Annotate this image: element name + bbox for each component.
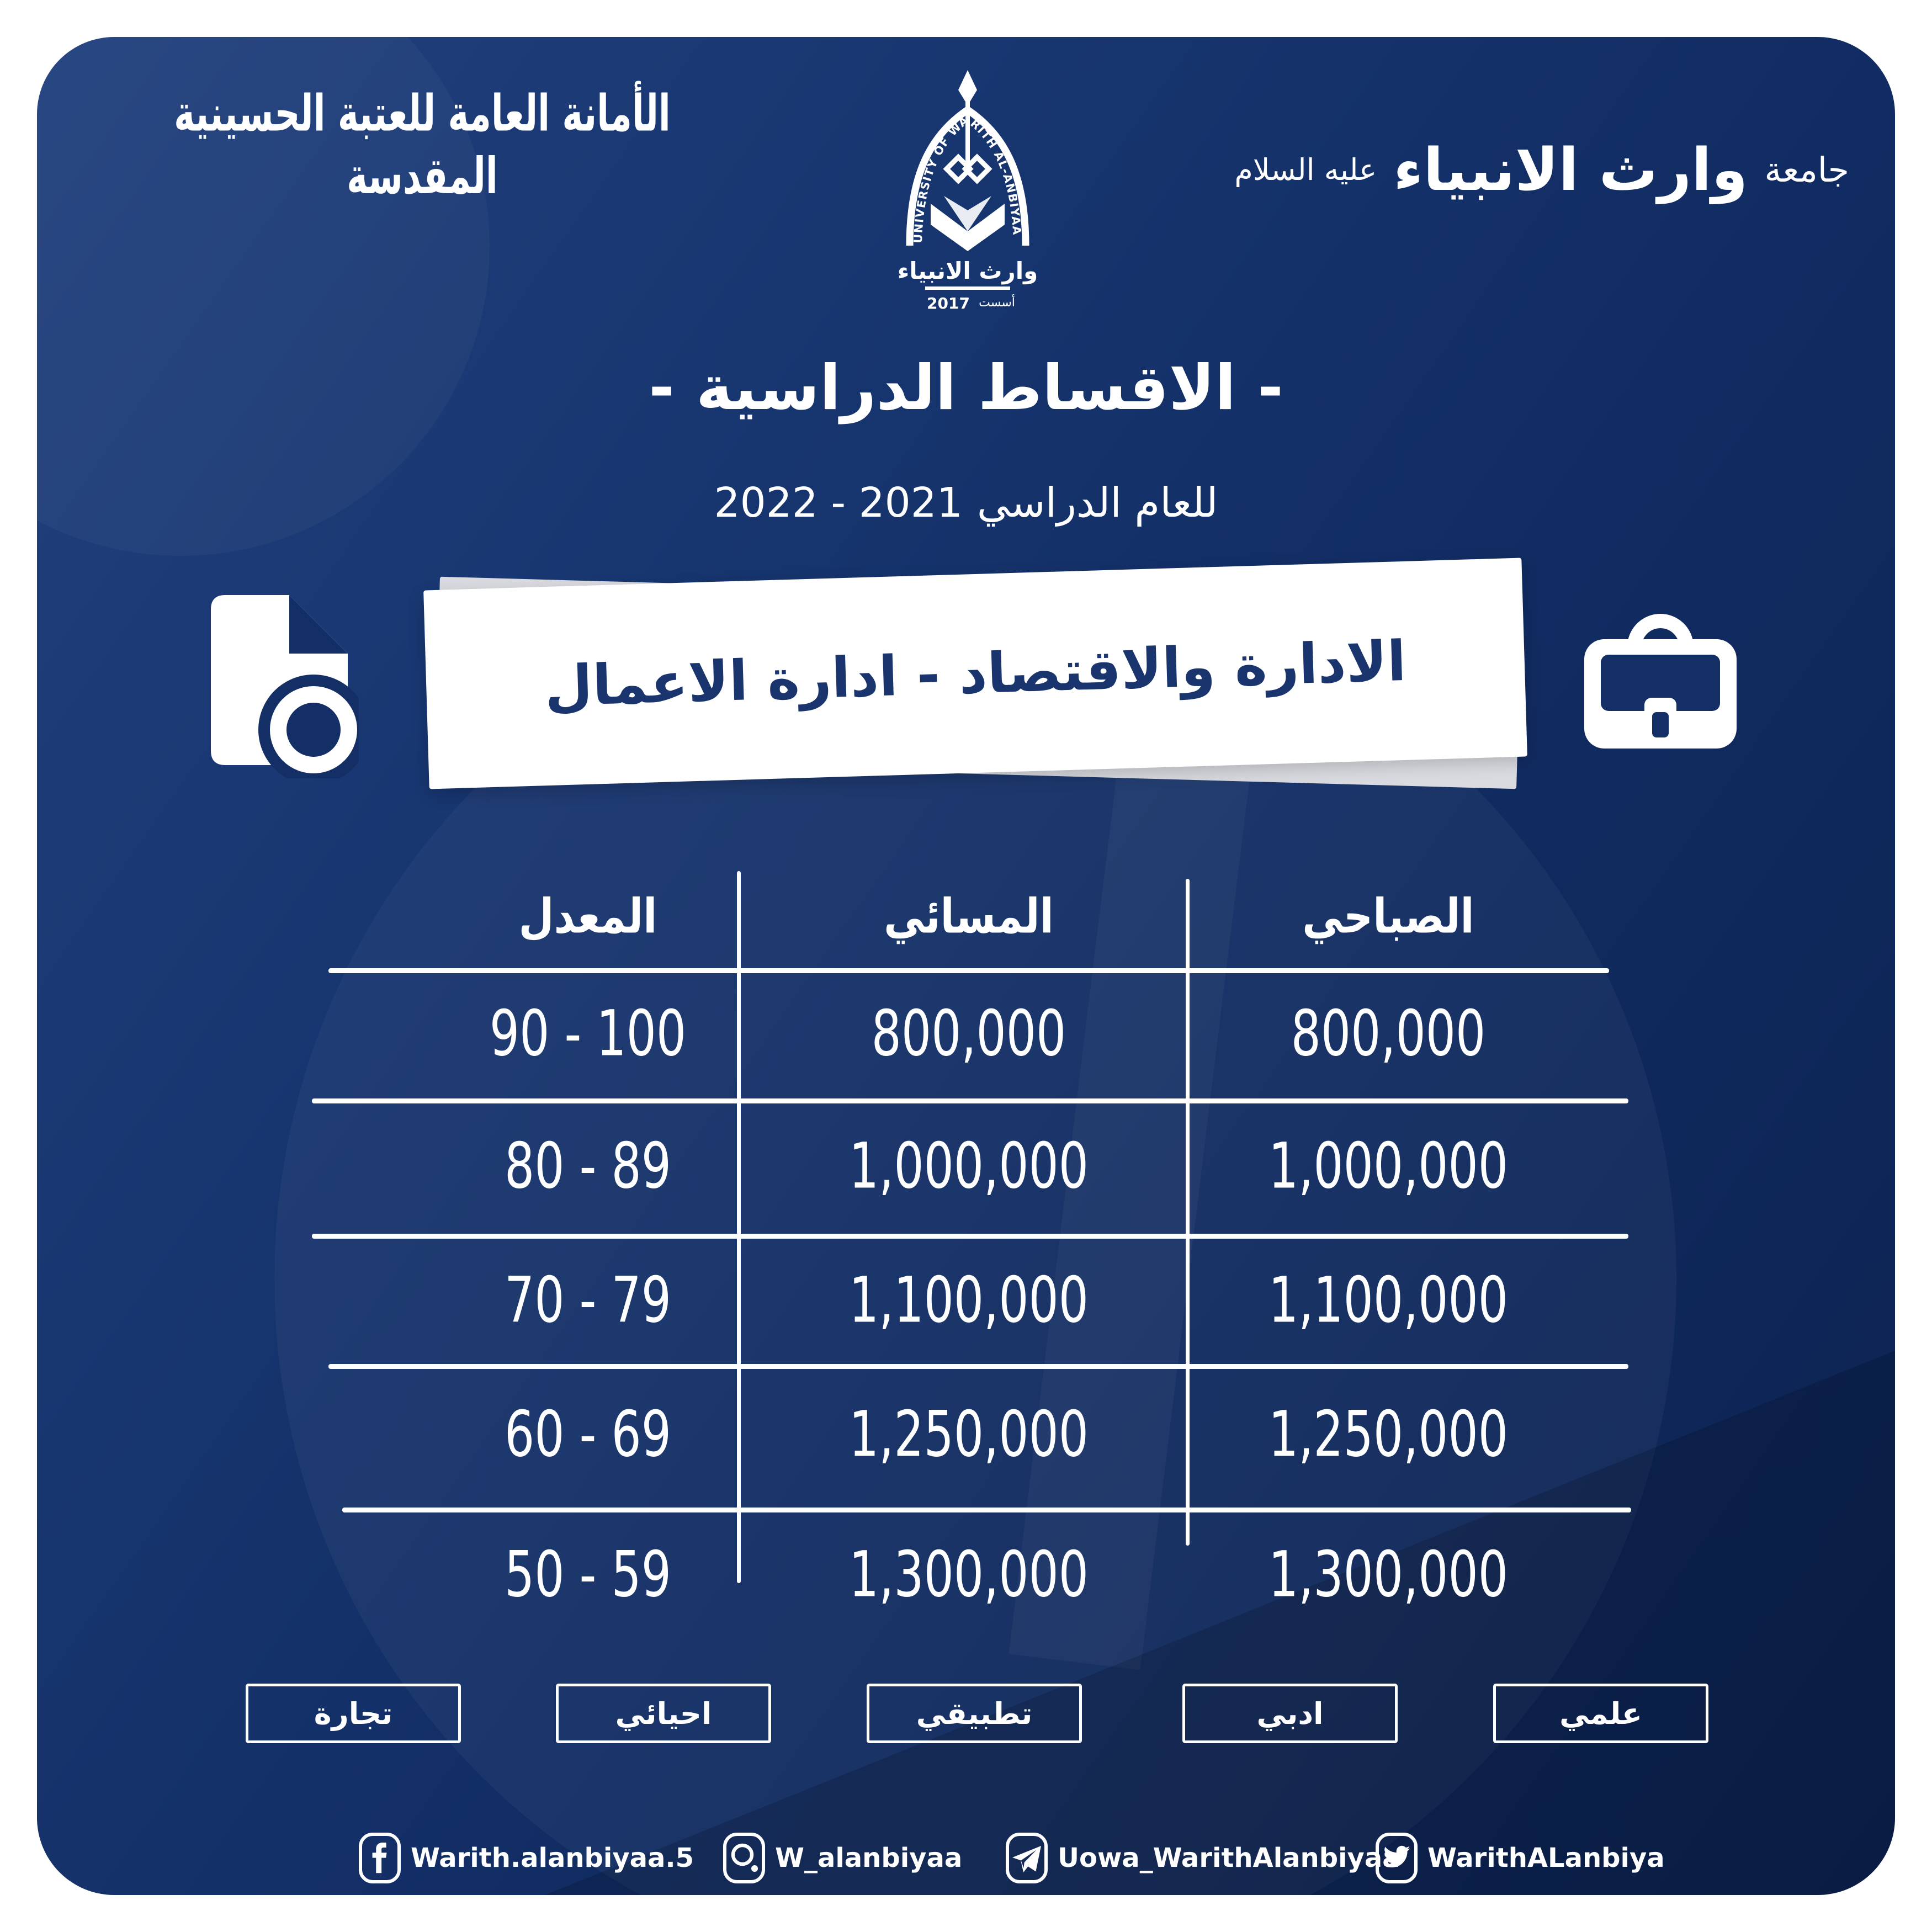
document-icon xyxy=(211,595,359,778)
university-name: جامعة وارث الانبياء عليه السلام xyxy=(1234,124,1849,215)
instagram-handle[interactable]: W_alanbiyaa xyxy=(775,1843,963,1873)
university-name-prefix: جامعة xyxy=(1764,150,1849,190)
facebook-icon[interactable] xyxy=(358,1832,402,1885)
briefcase-icon xyxy=(1584,614,1737,749)
stream-button-applied[interactable]: تطبيقي xyxy=(867,1684,1082,1743)
column-header-average: المعدل xyxy=(518,889,657,944)
university-name-suffix: عليه السلام xyxy=(1234,152,1377,187)
svg-text:أسست: أسست xyxy=(979,294,1015,310)
facebook-handle[interactable]: Warith.alanbiyaa.5 xyxy=(411,1843,694,1873)
cell-average: 60 - 69 xyxy=(504,1397,672,1472)
table-line xyxy=(737,871,741,1583)
social-twitter[interactable]: WarithALanbiya xyxy=(1374,1830,1665,1886)
academic-year-label: للعام الدراسي xyxy=(976,479,1218,527)
telegram-handle[interactable]: Uowa_WarithAlanbiyaa xyxy=(1058,1843,1400,1873)
svg-text:وارث الانبياء: وارث الانبياء xyxy=(898,257,1038,285)
twitter-icon[interactable] xyxy=(1374,1832,1419,1885)
social-facebook[interactable]: Warith.alanbiyaa.5 xyxy=(358,1830,694,1886)
open-book-icon xyxy=(931,196,1005,251)
cell-morning: 1,300,000 xyxy=(1268,1537,1509,1612)
cell-morning: 1,000,000 xyxy=(1268,1128,1509,1203)
cell-morning: 1,250,000 xyxy=(1268,1397,1509,1472)
cell-evening: 800,000 xyxy=(871,996,1066,1071)
table-line xyxy=(312,1098,1628,1103)
cell-average: 70 - 79 xyxy=(504,1262,672,1337)
cell-evening: 1,100,000 xyxy=(848,1262,1089,1337)
column-header-evening: المسائي xyxy=(884,889,1054,944)
cell-morning: 800,000 xyxy=(1291,996,1486,1071)
cell-average: 90 - 100 xyxy=(489,996,687,1071)
university-logo: UNIVERSITY OF WARITH AL-ANBIYAA وارث الا… xyxy=(898,70,1038,312)
table-line xyxy=(328,968,1609,973)
cell-morning: 1,100,000 xyxy=(1268,1262,1509,1337)
telegram-icon[interactable] xyxy=(1005,1832,1049,1885)
table-line xyxy=(1186,879,1190,1546)
stream-button-scientific[interactable]: علمي xyxy=(1493,1684,1708,1743)
academic-year-subtitle: للعام الدراسي 2022 - 2021 xyxy=(0,479,1932,527)
svg-text:2017: 2017 xyxy=(927,294,970,312)
pen-nib-icon xyxy=(958,70,977,167)
stream-button-commerce[interactable]: تجارة xyxy=(246,1684,461,1743)
department-banner-text: الادارة والاقتصاد - ادارة الاعمال xyxy=(544,628,1407,719)
academic-year-range: 2022 - 2021 xyxy=(714,479,963,527)
instagram-icon[interactable] xyxy=(722,1832,766,1885)
page-title: - الاقساط الدراسية - xyxy=(649,352,1283,424)
social-instagram[interactable]: W_alanbiyaa xyxy=(722,1830,962,1886)
department-banner: الادارة والاقتصاد - ادارة الاعمال xyxy=(423,558,1527,789)
table-line xyxy=(312,1234,1628,1239)
logo-knot xyxy=(943,153,992,184)
table-line xyxy=(328,1364,1628,1369)
social-telegram[interactable]: Uowa_WarithAlanbiyaa xyxy=(1005,1830,1400,1886)
stream-button-literary[interactable]: ادبي xyxy=(1182,1684,1398,1743)
cell-evening: 1,000,000 xyxy=(848,1128,1089,1203)
column-header-morning: الصباحي xyxy=(1302,889,1474,944)
shrine-calligraphy: الأمانة العامة للعتبة الحسينية المقدسة xyxy=(174,85,672,206)
cell-evening: 1,300,000 xyxy=(848,1537,1089,1612)
table-line xyxy=(342,1508,1631,1512)
cell-evening: 1,250,000 xyxy=(848,1397,1089,1472)
university-name-bold: وارث الانبياء xyxy=(1393,136,1749,204)
cell-average: 50 - 59 xyxy=(504,1537,672,1612)
twitter-handle[interactable]: WarithALanbiya xyxy=(1427,1843,1665,1873)
cell-average: 80 - 89 xyxy=(504,1128,672,1203)
stream-button-biological[interactable]: احيائي xyxy=(556,1684,771,1743)
